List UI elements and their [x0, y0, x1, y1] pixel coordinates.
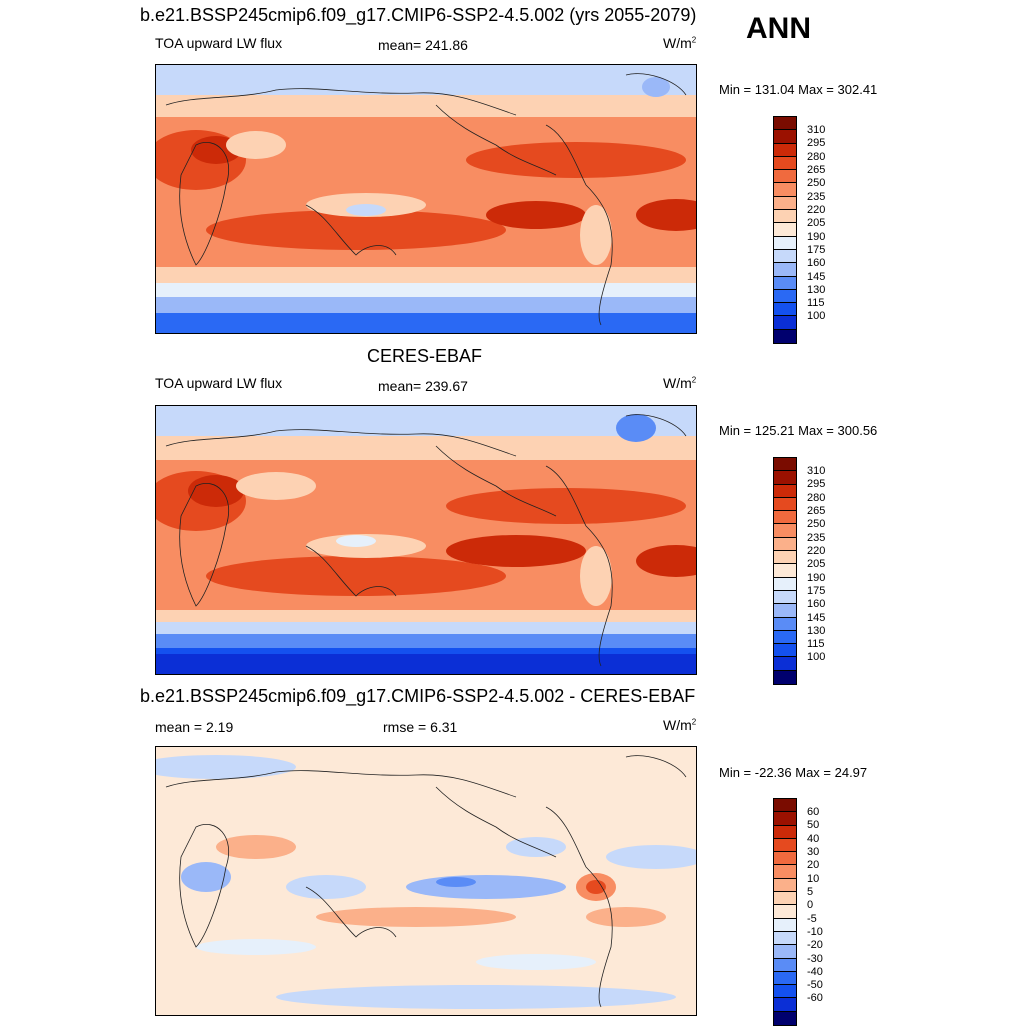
panel1-tick: 295 — [807, 137, 826, 149]
panel2-tick: 175 — [807, 585, 826, 597]
panel2-tick: 205 — [807, 558, 826, 570]
panel3-tick: -20 — [807, 939, 823, 951]
panel2-tick: 100 — [807, 651, 826, 663]
panel1-units: W/m2 — [663, 35, 697, 51]
panel1-tick: 160 — [807, 257, 826, 269]
panel3-tick: 30 — [807, 846, 820, 858]
panel2-tick: 235 — [807, 532, 826, 544]
panel1-tick: 190 — [807, 231, 826, 243]
panel2-tick: 115 — [807, 638, 825, 650]
panel3-mean: mean = 2.19 — [155, 719, 234, 735]
panel1-tick: 205 — [807, 217, 826, 229]
panel2-tick: 310 — [807, 465, 826, 477]
panel1-tick: 265 — [807, 164, 826, 176]
panel2-tick: 145 — [807, 612, 826, 624]
panel2-tick: 130 — [807, 625, 826, 637]
panel3-tick: -60 — [807, 992, 823, 1004]
panel1-tick: 280 — [807, 151, 826, 163]
panel1-tick: 310 — [807, 124, 826, 136]
panel2-tick: 160 — [807, 598, 826, 610]
panel1-tick: 100 — [807, 310, 826, 322]
panel2-tick: 295 — [807, 478, 826, 490]
panel2-title: CERES-EBAF — [367, 346, 483, 366]
panel3-tick: -30 — [807, 953, 823, 965]
panel2-tick: 220 — [807, 545, 826, 557]
panel3-tick: 0 — [807, 899, 814, 911]
panel2-mean: mean= 239.67 — [378, 378, 468, 394]
panel3-units: W/m2 — [663, 717, 697, 733]
panel3-title: b.e21.BSSP245cmip6.f09_g17.CMIP6-SSP2-4.… — [140, 686, 696, 706]
panel2-variable: TOA upward LW flux — [155, 375, 283, 391]
panel3-tick: 50 — [807, 819, 820, 831]
panel3-tick: 5 — [807, 886, 814, 898]
panel2-colorbar — [773, 457, 797, 686]
panel3-tick: 60 — [807, 806, 820, 818]
panel3-tick: -5 — [807, 913, 817, 925]
panel3-tick: -40 — [807, 966, 823, 978]
panel3-colorbar — [773, 798, 797, 1026]
panel2-tick: 190 — [807, 572, 826, 584]
panel3-tick: -50 — [807, 979, 823, 991]
panel3-map — [155, 746, 697, 1016]
panel2-tick: 280 — [807, 492, 826, 504]
panel1-mean: mean= 241.86 — [378, 37, 468, 53]
season-label: ANN — [746, 12, 811, 45]
panel1-tick: 115 — [807, 297, 825, 309]
panel3-tick: 40 — [807, 833, 820, 845]
panel1-title: b.e21.BSSP245cmip6.f09_g17.CMIP6-SSP2-4.… — [140, 5, 697, 25]
panel2-tick: 265 — [807, 505, 826, 517]
panel3-minmax: Min = -22.36 Max = 24.97 — [719, 765, 868, 780]
panel1-minmax: Min = 131.04 Max = 302.41 — [719, 82, 878, 97]
panel1-tick: 145 — [807, 271, 826, 283]
panel1-tick: 250 — [807, 177, 826, 189]
panel3-tick: 20 — [807, 859, 820, 871]
panel1-tick: 130 — [807, 284, 826, 296]
panel1-tick: 220 — [807, 204, 826, 216]
panel1-tick: 235 — [807, 191, 826, 203]
panel2-units: W/m2 — [663, 375, 697, 391]
panel2-minmax: Min = 125.21 Max = 300.56 — [719, 423, 878, 438]
panel1-map — [155, 64, 697, 334]
panel1-variable: TOA upward LW flux — [155, 35, 283, 51]
panel3-tick: 10 — [807, 873, 820, 885]
panel2-map — [155, 405, 697, 675]
panel2-tick: 250 — [807, 518, 826, 530]
panel3-rmse: rmse = 6.31 — [383, 719, 458, 735]
panel1-tick: 175 — [807, 244, 826, 256]
panel3-tick: -10 — [807, 926, 823, 938]
panel1-colorbar — [773, 116, 797, 345]
